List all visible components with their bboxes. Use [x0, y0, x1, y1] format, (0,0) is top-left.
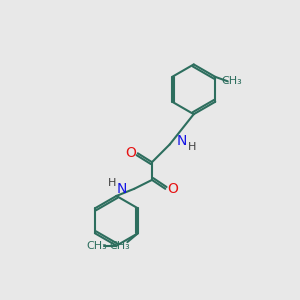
- Text: O: O: [125, 146, 136, 160]
- Text: N: N: [117, 182, 127, 196]
- Text: N: N: [177, 134, 188, 148]
- Text: H: H: [188, 142, 196, 152]
- Text: H: H: [108, 178, 116, 188]
- Text: CH₃: CH₃: [222, 76, 242, 86]
- Text: CH₃: CH₃: [86, 241, 107, 251]
- Text: CH₃: CH₃: [110, 241, 130, 251]
- Text: O: O: [167, 182, 178, 196]
